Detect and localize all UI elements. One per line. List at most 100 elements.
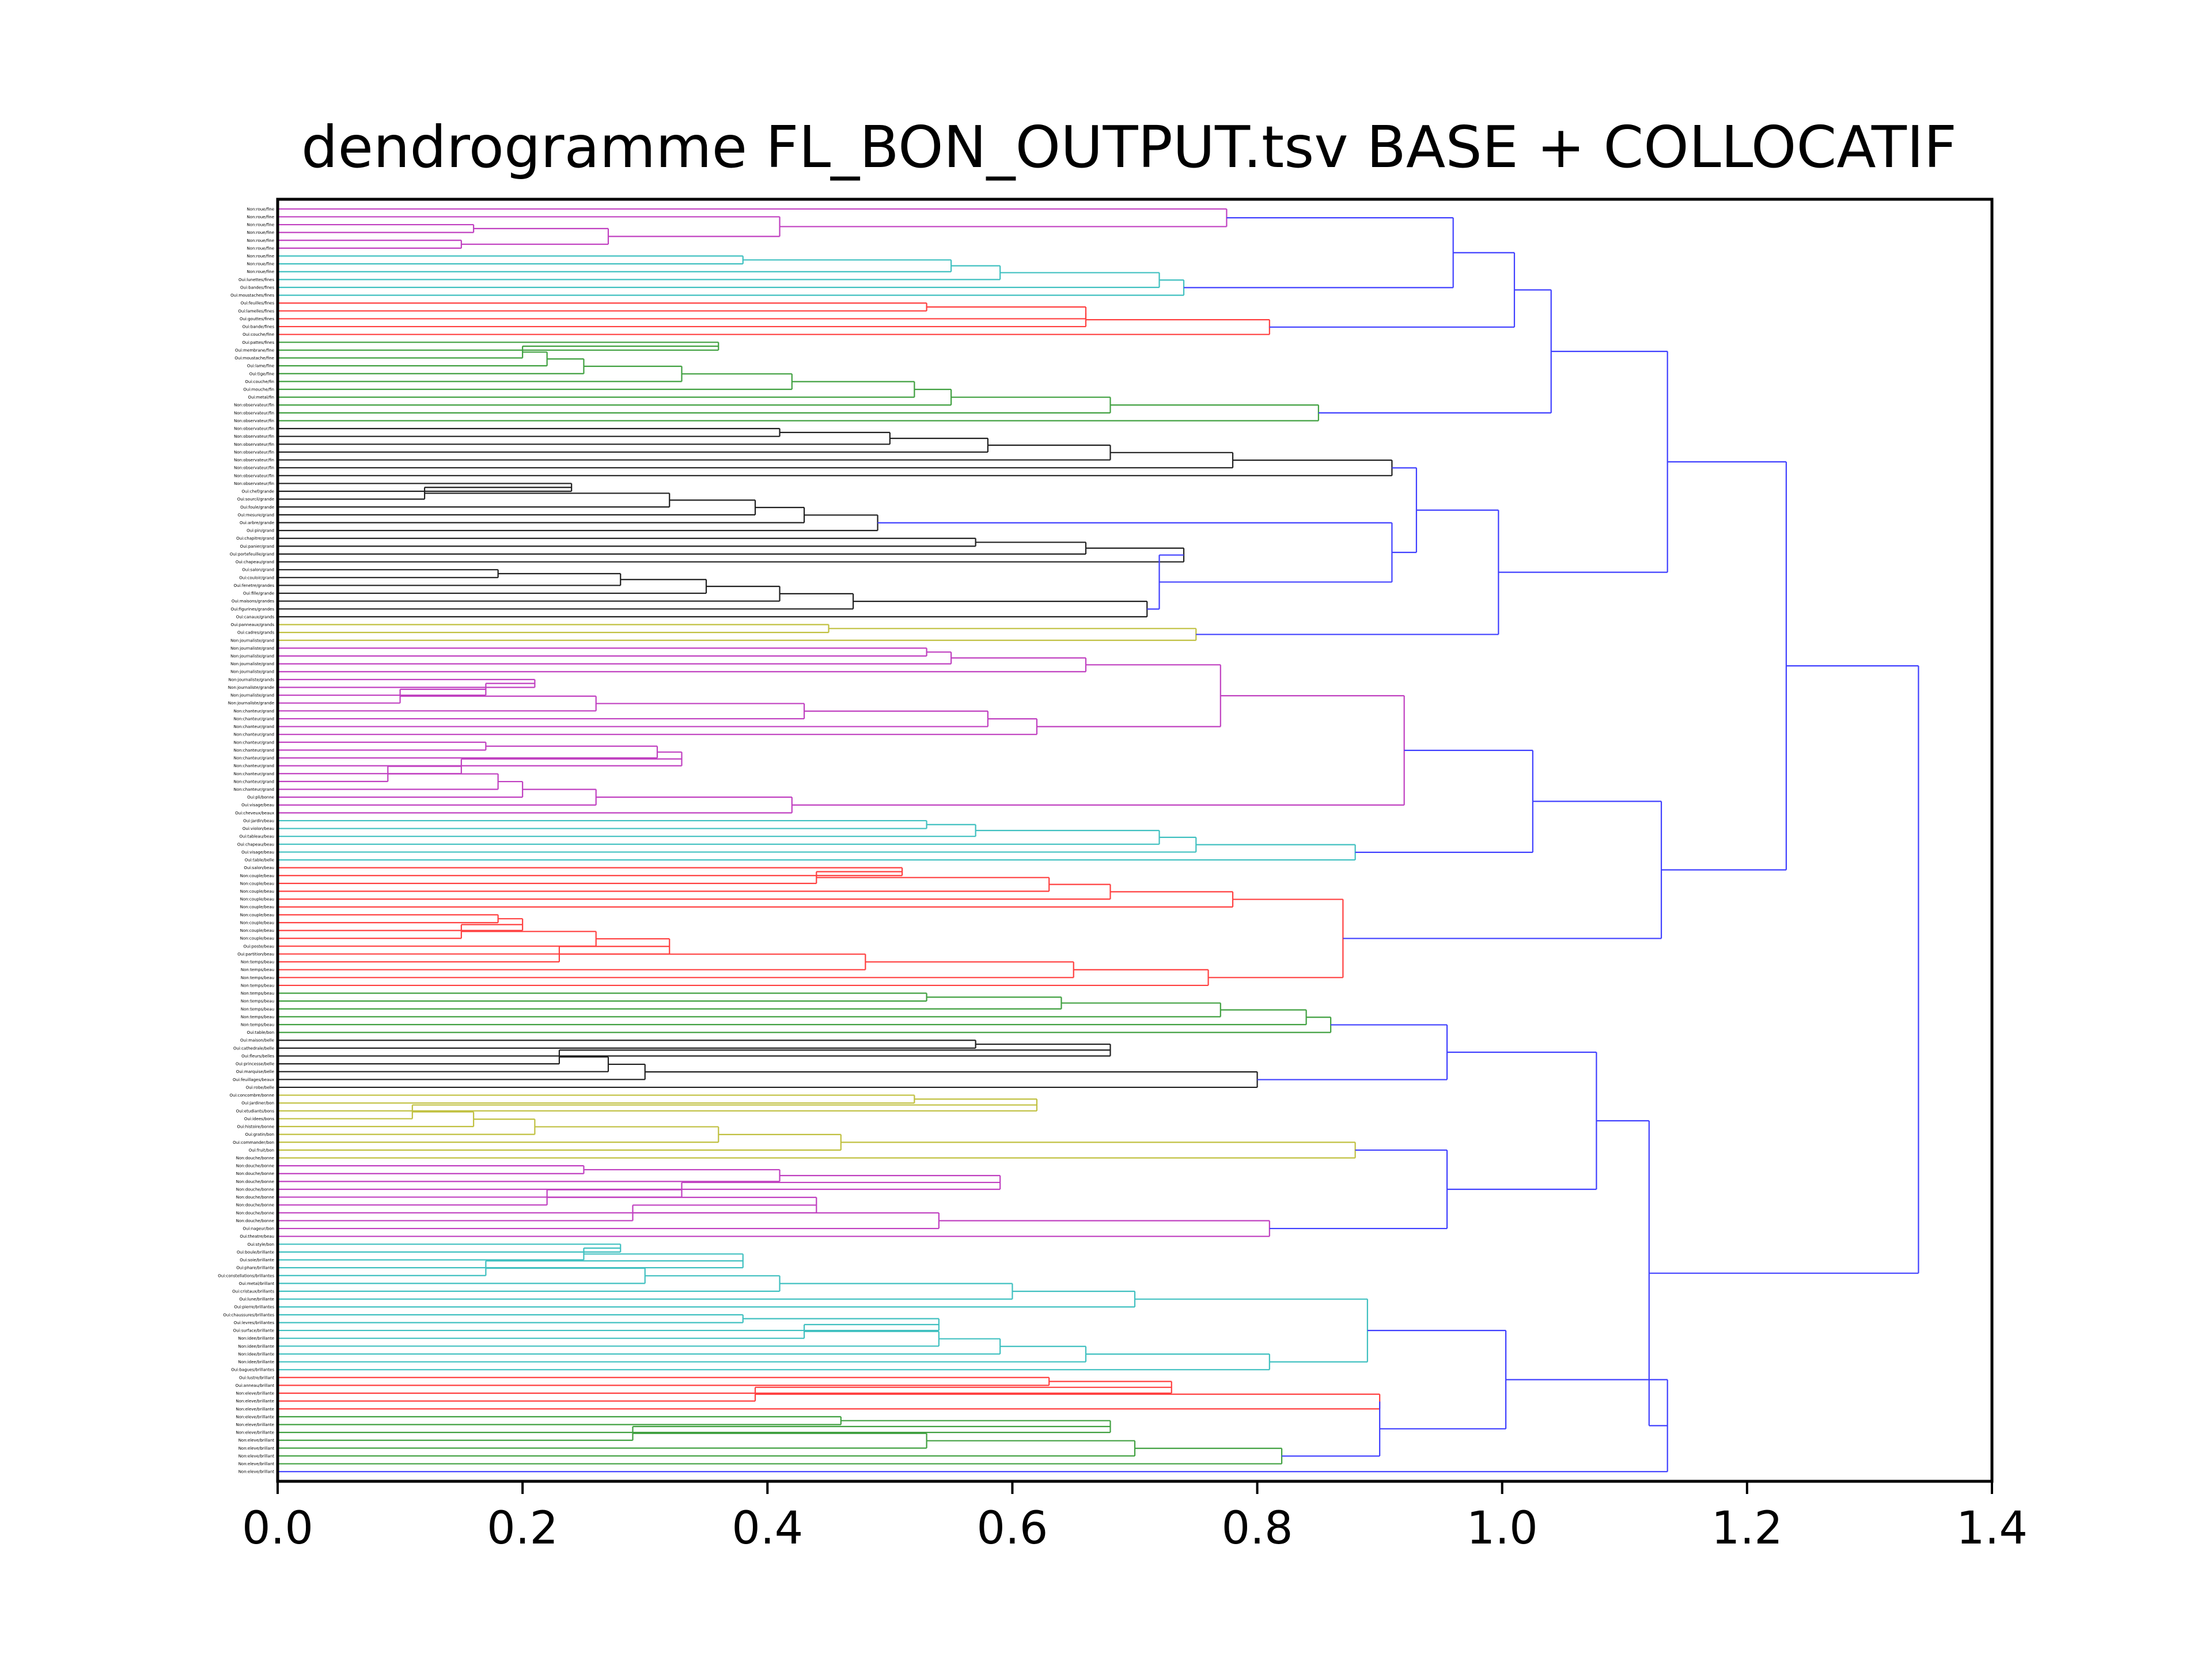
leaf-label: Non:observateur/fin xyxy=(234,450,274,454)
leaf-label: Oui:bandes/fines xyxy=(240,285,274,290)
leaf-label: Non:couple/beau xyxy=(240,874,274,878)
leaf-label: Oui:sourcil/grande xyxy=(237,497,274,502)
x-tick-label: 1.4 xyxy=(1956,1503,2028,1554)
leaf-label: Non:temps/beau xyxy=(241,1023,274,1027)
leaf-label: Non:couple/beau xyxy=(240,913,274,917)
leaf-label: Oui:couche/fin xyxy=(245,380,274,384)
leaf-label: Non:chanteur/grand xyxy=(233,740,274,745)
leaf-label: Oui:princesse/belle xyxy=(236,1062,274,1067)
leaf-label: Oui:mouche/fin xyxy=(243,388,274,392)
leaf-label: Non:couple/beau xyxy=(240,889,274,894)
leaf-label: Oui:phare/brillante xyxy=(236,1266,274,1271)
leaf-label: Oui:chapitre/grand xyxy=(236,536,274,541)
leaf-label: Non:chanteur/grand xyxy=(233,716,274,721)
leaf-label: Non:idee/brillante xyxy=(238,1352,274,1356)
leaf-label: Oui:surface/brillante xyxy=(233,1329,274,1333)
leaf-label: Non:temps/beau xyxy=(241,1015,274,1019)
leaf-label: Oui:pli/bonne xyxy=(247,795,274,800)
leaf-label: Oui:chapeau/grand xyxy=(236,560,274,564)
x-tick-label: 0.4 xyxy=(732,1503,803,1554)
leaf-label: Oui:jardiner/bon xyxy=(241,1101,274,1106)
leaf-label: Oui:fleurs/belles xyxy=(241,1054,274,1059)
leaf-label: Oui:marquise/belle xyxy=(236,1070,274,1074)
leaf-label: Oui:lamelles/fines xyxy=(238,309,274,313)
leaf-label: Oui:salon/grand xyxy=(242,568,274,572)
leaf-label: Non:douche/bonne xyxy=(236,1187,274,1192)
leaf-label: Oui:poste/beau xyxy=(243,944,274,949)
leaf-label: Oui:feuillages/beaux xyxy=(233,1078,274,1082)
leaf-label: Oui:portefeuille/grand xyxy=(230,552,274,556)
leaf-label: Non:chanteur/grand xyxy=(233,733,274,737)
leaf-label: Non:journaliste/grande xyxy=(228,701,274,706)
leaf-label: Oui:style/bon xyxy=(247,1242,274,1247)
leaf-label: Non:temps/beau xyxy=(241,976,274,980)
leaf-label: Non:douche/bonne xyxy=(236,1156,274,1161)
leaf-label: Oui:pierre/brillantes xyxy=(234,1305,274,1310)
leaf-label: Non:douche/bonne xyxy=(236,1180,274,1184)
leaf-label: Non:couple/beau xyxy=(240,936,274,941)
leaf-label: Non:observateur/fin xyxy=(234,481,274,486)
leaf-label: Non:observateur/fin xyxy=(234,411,274,415)
leaf-label: Non:chanteur/grand xyxy=(233,779,274,784)
leaf-label: Non:observateur/fin xyxy=(234,442,274,447)
leaf-label: Non:observateur/fin xyxy=(234,473,274,478)
leaf-label: Non:observateur/fin xyxy=(234,466,274,471)
leaf-label: Non:temps/beau xyxy=(241,968,274,972)
leaf-label: Oui:salon/beau xyxy=(244,866,274,870)
plot-frame xyxy=(276,198,1994,1483)
leaf-label: Non:journaliste/grand xyxy=(230,693,274,698)
leaf-label: Oui:levres/brillantes xyxy=(234,1321,275,1325)
leaf-label: Non:eleve/brillant xyxy=(238,1454,275,1458)
leaf-label: Non:journaliste/grand xyxy=(230,670,274,674)
leaf-label: Oui:lame/fine xyxy=(247,364,274,369)
leaf-label: Oui:fruit/bon xyxy=(249,1148,274,1152)
leaf-label: Oui:concombre/bonne xyxy=(229,1093,274,1098)
leaf-label: Oui:fenetre/grandes xyxy=(234,583,275,588)
leaf-label: Oui:mesure/grand xyxy=(238,513,274,517)
leaf-label: Oui:bagues/brillantes xyxy=(231,1368,274,1372)
leaf-label: Oui:maisons/grandes xyxy=(232,599,274,604)
leaf-label: Non:eleve/brillante xyxy=(236,1399,274,1404)
leaf-label: Non:journaliste/grand xyxy=(230,646,274,651)
leaf-label: Non:eleve/brillant xyxy=(238,1470,275,1474)
leaf-label: Oui:partition/beau xyxy=(237,952,274,957)
leaf-label: Non:couple/beau xyxy=(240,928,274,933)
leaf-label: Non:observateur/fin xyxy=(234,458,274,462)
leaf-label: Non:temps/beau xyxy=(241,999,274,1004)
leaf-label: Non:douche/bonne xyxy=(236,1211,274,1215)
leaf-label: Non:idee/brillante xyxy=(238,1336,274,1341)
leaf-label: Oui:cadres/grands xyxy=(237,631,274,635)
leaf-label: Oui:nageur/bon xyxy=(243,1227,274,1231)
x-tick-label: 0.0 xyxy=(242,1503,313,1554)
leaf-label: Non:roue/fine xyxy=(247,215,274,219)
leaf-label: Non:couple/beau xyxy=(240,881,274,886)
leaf-label: Non:chanteur/grand xyxy=(233,756,274,761)
leaf-label: Non:roue/fine xyxy=(247,223,274,227)
leaf-label: Oui:moustache/fine xyxy=(234,356,274,361)
leaf-label: Oui:couloir/grand xyxy=(239,575,274,580)
leaf-label: Oui:histoire/bonne xyxy=(237,1125,274,1129)
leaf-label: Oui:metal/fin xyxy=(248,395,274,400)
leaf-label: Non:douche/bonne xyxy=(236,1219,274,1223)
leaf-label: Non:temps/beau xyxy=(241,991,274,996)
leaf-label: Non:roue/fine xyxy=(247,207,274,211)
leaf-label: Non:eleve/brillante xyxy=(236,1431,274,1435)
leaf-label: Oui:boule/brillante xyxy=(237,1250,274,1254)
leaf-label: Oui:jardin/beau xyxy=(243,818,274,823)
leaf-label: Non:observateur/fin xyxy=(234,419,274,423)
leaf-label: Oui:gratin/bon xyxy=(245,1132,274,1137)
leaf-label: Oui:anneau/brillant xyxy=(236,1383,275,1388)
leaf-label: Non:douche/bonne xyxy=(236,1171,274,1176)
leaf-labels: Non:roue/fine Non:roue/fine Non:roue/fine N… xyxy=(218,207,274,1474)
chart-title: dendrogramme FL_BON_OUTPUT.tsv BASE + CO… xyxy=(301,113,1957,181)
leaf-label: Oui:soie/brillante xyxy=(240,1258,274,1262)
leaf-label: Non:eleve/brillante xyxy=(236,1391,274,1396)
leaf-label: Oui:cristaux/brillants xyxy=(232,1289,274,1294)
leaf-label: Oui:cheveux/beaux xyxy=(235,811,274,816)
leaf-label: Non:temps/beau xyxy=(241,983,274,988)
leaf-label: Oui:pin/grand xyxy=(247,529,274,533)
leaf-label: Oui:foule/grande xyxy=(240,505,274,510)
leaf-label: Non:journaliste/grand xyxy=(230,662,274,666)
